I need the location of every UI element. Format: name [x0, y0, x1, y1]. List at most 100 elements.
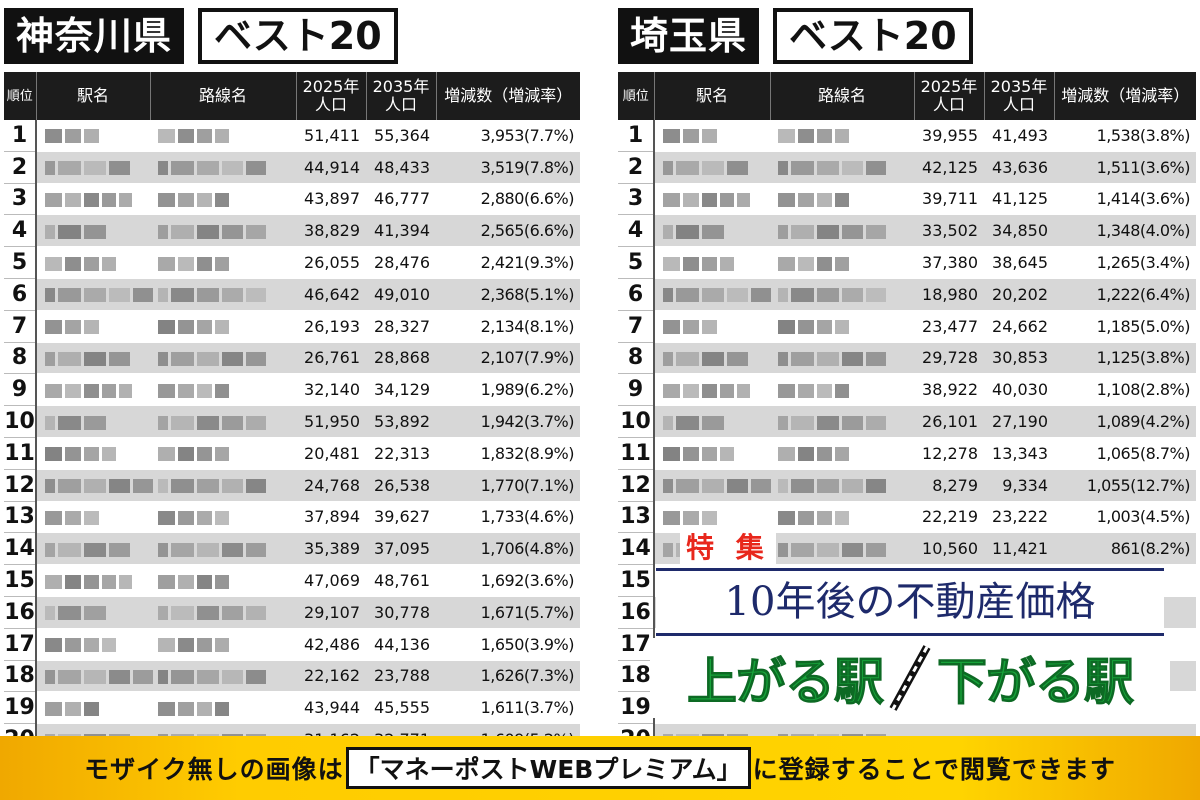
station-name-cell — [654, 120, 770, 152]
rank-cell: 5 — [618, 246, 655, 279]
mosaic-blur — [663, 351, 748, 366]
change-header: 増減数（増減率） — [1053, 72, 1196, 120]
station-name-cell — [36, 437, 150, 470]
pop2025-cell: 20,481 — [296, 437, 366, 470]
mosaic-blur — [45, 574, 132, 589]
table-row: 2 42,125 43,636 1,511(3.6%) — [618, 151, 1196, 184]
mosaic-blur — [778, 383, 849, 398]
table-row: 13 22,219 23,222 1,003(4.5%) — [618, 501, 1196, 534]
mosaic-blur — [778, 415, 886, 430]
station-name-cell — [36, 342, 150, 375]
station-name-cell — [36, 564, 150, 597]
feature-subtitle: 上がる駅 下がる駅 — [650, 638, 1170, 718]
line-name-cell — [150, 183, 296, 216]
falling-stations-text: 下がる駅 — [937, 653, 1135, 712]
mosaic-blur — [45, 288, 153, 303]
mosaic-blur — [45, 192, 132, 207]
pop2035-cell: 20,202 — [984, 278, 1054, 311]
line-name-cell — [150, 278, 296, 311]
table-row: 18 22,162 23,788 1,626(7.3%) — [4, 660, 580, 693]
mosaic-blur — [158, 669, 266, 684]
footer-banner: モザイク無しの画像は 「マネーポストWEBプレミアム」 に登録することで閲覧でき… — [0, 736, 1200, 800]
rank-cell: 16 — [618, 596, 655, 629]
mosaic-blur — [45, 383, 132, 398]
rank-header: 順位 — [4, 72, 36, 120]
line-name-cell — [150, 405, 296, 438]
rank-cell: 12 — [618, 469, 655, 502]
change-cell: 1,222(6.4%) — [1054, 278, 1196, 311]
station-name-cell — [36, 532, 150, 566]
rising-stations-text: 上がる駅 — [687, 653, 885, 712]
change-cell: 1,832(8.9%) — [436, 437, 580, 470]
pop2025-cell: 38,829 — [296, 214, 366, 248]
mosaic-blur — [45, 606, 106, 621]
mosaic-blur — [45, 701, 99, 716]
pop2035-cell: 38,645 — [984, 246, 1054, 279]
station-name-cell — [654, 214, 770, 248]
pop2035-cell: 30,853 — [984, 342, 1054, 375]
mosaic-blur — [45, 415, 106, 430]
change-cell: 1,989(6.2%) — [436, 373, 580, 407]
line-name-cell — [150, 628, 296, 661]
rank-cell: 18 — [618, 660, 655, 693]
footer-premium-link[interactable]: 「マネーポストWEBプレミアム」 — [345, 747, 751, 789]
mosaic-blur — [778, 256, 849, 271]
rank-cell: 8 — [618, 342, 655, 375]
footer-text-post: に登録することで閲覧できます — [752, 755, 1116, 784]
change-cell: 2,107(7.9%) — [436, 342, 580, 375]
mosaic-blur — [158, 383, 229, 398]
pop2035-cell: 41,493 — [984, 120, 1054, 152]
pop2035-cell: 44,136 — [366, 628, 436, 661]
station-name-cell — [654, 310, 770, 343]
change-cell: 1,089(4.2%) — [1054, 405, 1196, 438]
line-name-cell — [150, 437, 296, 470]
pop2035-cell: 45,555 — [366, 691, 436, 725]
mosaic-blur — [158, 320, 229, 335]
saitama-best20-badge: ベスト20 — [773, 8, 973, 64]
mosaic-blur — [778, 224, 886, 239]
rank-cell: 16 — [4, 596, 37, 629]
pop2035-cell: 9,334 — [984, 469, 1054, 502]
kanagawa-table-header: 順位 駅名 路線名 2025年 人口 2035年 人口 増減数（増減率） — [4, 72, 580, 120]
mosaic-blur — [663, 415, 724, 430]
table-row: 4 38,829 41,394 2,565(6.6%) — [4, 214, 580, 248]
mosaic-blur — [778, 320, 849, 335]
pop2025-cell: 26,193 — [296, 310, 366, 343]
rank-cell: 19 — [618, 691, 655, 725]
pop2025-cell: 24,768 — [296, 469, 366, 502]
feature-banner: 特 集 10年後の不動産価格 上がる駅 下がる駅 — [650, 530, 1170, 720]
pop2025-cell: 37,380 — [914, 246, 984, 279]
station-name-cell — [36, 691, 150, 725]
rank-cell: 3 — [4, 183, 37, 216]
rank-cell: 15 — [618, 564, 655, 597]
mosaic-blur — [778, 351, 886, 366]
station-name-cell — [654, 437, 770, 470]
change-cell: 3,519(7.8%) — [436, 151, 580, 184]
pop2035-cell: 23,222 — [984, 501, 1054, 534]
table-row: 14 35,389 37,095 1,706(4.8%) — [4, 532, 580, 566]
pop2025-cell: 39,711 — [914, 183, 984, 216]
pop2035-cell: 28,868 — [366, 342, 436, 375]
table-row: 3 43,897 46,777 2,880(6.6%) — [4, 183, 580, 216]
station-header: 駅名 — [35, 72, 150, 120]
change-cell: 2,368(5.1%) — [436, 278, 580, 311]
pop2025-cell: 12,278 — [914, 437, 984, 470]
pop2035-cell: 30,778 — [366, 596, 436, 629]
kanagawa-title-bar: 神奈川県 ベスト20 — [4, 0, 580, 72]
station-name-cell — [36, 660, 153, 693]
table-row: 16 29,107 30,778 1,671(5.7%) — [4, 596, 580, 629]
rank-cell: 8 — [4, 342, 37, 375]
rank-cell: 13 — [618, 501, 655, 534]
pop2035-cell: 22,313 — [366, 437, 436, 470]
station-name-cell — [654, 501, 770, 534]
change-cell: 1,108(2.8%) — [1054, 373, 1196, 407]
pop2025-cell: 26,761 — [296, 342, 366, 375]
table-row: 14 10,560 11,421 861(8.2%) — [618, 532, 1196, 566]
kanagawa-title: 神奈川県 — [4, 8, 185, 64]
line-name-cell — [150, 532, 296, 566]
mosaic-blur — [158, 606, 266, 621]
table-row: 12 24,768 26,538 1,770(7.1%) — [4, 469, 580, 502]
mosaic-blur — [158, 129, 229, 144]
table-row: 7 26,193 28,327 2,134(8.1%) — [4, 310, 580, 343]
rank-cell: 7 — [618, 310, 655, 343]
